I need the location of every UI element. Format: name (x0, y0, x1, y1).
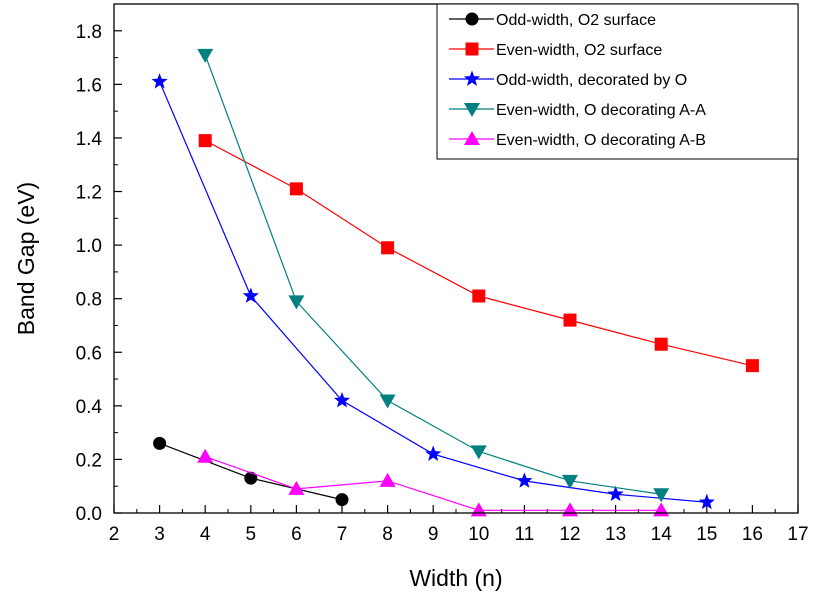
y-tick-label: 0.6 (76, 343, 102, 364)
series-line (205, 456, 662, 511)
legend-entry: Odd-width, decorated by O (449, 70, 687, 89)
data-point (335, 493, 349, 507)
legend: Odd-width, O2 surface Even-width, O2 surf… (436, 3, 799, 160)
data-point (288, 295, 305, 310)
legend-marker (464, 131, 480, 145)
legend-box (436, 3, 799, 160)
data-point (472, 289, 486, 303)
y-tick-label: 1.6 (76, 75, 102, 96)
data-point (289, 182, 303, 196)
legend-entry: Even-width, O decorating A-B (449, 131, 706, 149)
data-point (333, 391, 351, 408)
legend-entry: Even-width, O2 surface (449, 42, 662, 59)
ticks-layer: 2 3 4 5 6 7 8 9 10 11 12 13 14 15 16 17 0.0 0.2 0.4 0.6 0.8 1… (76, 22, 809, 545)
legend-label: Even-width, O2 surface (496, 42, 662, 59)
x-tick-label: 2 (109, 524, 120, 545)
legend-entry: Odd-width, O2 surface (449, 12, 656, 29)
series-line (204, 54, 662, 495)
x-tick-label: 3 (154, 524, 165, 545)
legend-label: Odd-width, O2 surface (496, 12, 656, 29)
data-point (151, 73, 168, 89)
data-point (381, 241, 395, 255)
data-point (425, 445, 442, 461)
x-axis-title: Width (n) (409, 565, 502, 591)
data-point (242, 287, 259, 303)
x-tick-label: 17 (787, 524, 808, 545)
data-point (197, 48, 214, 63)
y-tick-label: 0.2 (76, 450, 102, 471)
data-point (244, 471, 258, 485)
y-tick-label: 0.8 (76, 290, 102, 311)
x-tick-label: 15 (696, 524, 717, 545)
y-tick-label: 1.8 (76, 22, 102, 43)
x-tick-label: 14 (651, 524, 673, 545)
data-point (153, 436, 167, 450)
data-point (654, 337, 668, 351)
data-point (563, 313, 577, 327)
x-tick-label: 9 (428, 524, 439, 545)
data-point (288, 480, 305, 495)
legend-entry: Even-width, O decorating A-A (449, 102, 706, 119)
series-4 (197, 48, 670, 503)
y-tick-label: 1.4 (76, 129, 103, 150)
y-tick-label: 1.0 (76, 236, 102, 257)
data-point (197, 448, 214, 463)
data-point (653, 488, 670, 503)
y-tick-label: 0.0 (76, 504, 102, 525)
data-point (379, 472, 396, 487)
x-tick-label: 13 (605, 524, 626, 545)
legend-marker (463, 70, 481, 86)
x-tick-label: 11 (515, 524, 535, 545)
y-axis-title: Band Gap (eV) (13, 182, 39, 335)
data-point (516, 472, 533, 488)
x-tick-label: 6 (291, 524, 302, 545)
data-point (607, 485, 624, 502)
x-tick-label: 8 (382, 524, 393, 545)
series-3 (151, 73, 715, 510)
y-tick-label: 0.4 (76, 397, 103, 418)
y-tick-label: 1.2 (76, 183, 102, 204)
data-point (379, 394, 396, 409)
data-point (562, 474, 578, 489)
legend-label: Odd-width, decorated by O (496, 72, 687, 89)
series-2 (198, 134, 759, 373)
legend-marker (465, 42, 479, 56)
legend-label: Even-width, O decorating A-B (496, 132, 706, 149)
data-point (198, 134, 212, 148)
legend-marker (465, 12, 479, 26)
series-1 (153, 436, 349, 507)
x-tick-label: 7 (337, 524, 348, 545)
x-tick-label: 12 (559, 524, 580, 545)
legend-marker (464, 103, 480, 117)
x-tick-label: 5 (246, 524, 257, 545)
x-tick-label: 10 (468, 524, 489, 545)
data-point (470, 445, 487, 460)
data-point (745, 359, 759, 373)
data-point (698, 493, 715, 510)
x-tick-label: 4 (200, 524, 211, 545)
legend-label: Even-width, O decorating A-A (496, 102, 706, 119)
x-tick-label: 16 (742, 524, 763, 545)
